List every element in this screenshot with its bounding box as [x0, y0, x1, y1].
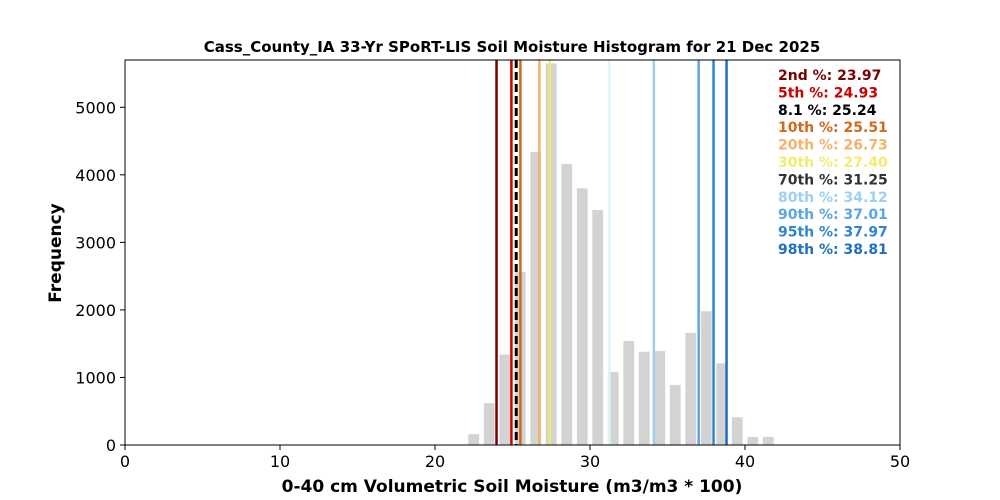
legend-entry: 98th %: 38.81 — [778, 242, 888, 258]
legend-entry: 90th %: 37.01 — [778, 207, 888, 223]
histogram-bar — [530, 151, 542, 445]
histogram-bar — [731, 417, 743, 445]
y-tick-label: 5000 — [75, 98, 116, 117]
x-tick-label: 40 — [735, 452, 755, 471]
histogram-bar — [762, 436, 774, 445]
histogram-bar — [576, 188, 588, 446]
histogram-bar — [607, 372, 619, 445]
histogram-bar — [545, 63, 557, 445]
histogram-bar — [747, 436, 759, 445]
y-axis-ticks: 0 1000 2000 3000 4000 5000 — [75, 98, 125, 455]
legend-entry: 30th %: 27.40 — [778, 155, 888, 171]
histogram-bar — [638, 351, 650, 445]
histogram-bar — [561, 164, 573, 445]
histogram-bar — [483, 403, 495, 445]
legend-entry: 80th %: 34.12 — [778, 190, 888, 206]
x-tick-label: 50 — [890, 452, 910, 471]
x-tick-label: 20 — [425, 452, 445, 471]
histogram-bar — [700, 311, 712, 445]
x-tick-label: 30 — [580, 452, 600, 471]
y-tick-label: 3000 — [75, 233, 116, 252]
legend-entry: 70th %: 31.25 — [778, 172, 888, 188]
histogram-bar — [623, 340, 635, 445]
x-tick-label: 10 — [270, 452, 290, 471]
x-tick-label: 0 — [120, 452, 130, 471]
percentile-lines-layer — [495, 60, 728, 445]
x-axis-label: 0-40 cm Volumetric Soil Moisture (m3/m3 … — [282, 477, 743, 497]
legend-entry: 8.1 %: 25.24 — [778, 103, 877, 119]
histogram-bar — [685, 332, 697, 445]
x-axis-ticks: 0 10 20 30 40 50 — [120, 445, 910, 471]
y-axis-label: Frequency — [46, 203, 66, 303]
y-tick-label: 0 — [106, 436, 116, 455]
histogram-bar — [468, 434, 480, 445]
legend-entry: 95th %: 37.97 — [778, 225, 888, 241]
y-tick-label: 1000 — [75, 368, 116, 387]
legend-entry: 10th %: 25.51 — [778, 120, 888, 136]
legend-entry: 5th %: 24.93 — [778, 85, 878, 101]
histogram-bar — [716, 363, 728, 445]
legend-entry: 20th %: 26.73 — [778, 138, 888, 154]
legend-entry: 2nd %: 23.97 — [778, 68, 881, 84]
histogram-bar — [654, 351, 666, 445]
y-tick-label: 2000 — [75, 301, 116, 320]
histogram-bar — [499, 354, 511, 445]
histogram-bar — [669, 384, 681, 445]
bars-layer — [468, 63, 774, 446]
histogram-bar — [592, 209, 604, 445]
plot-frame — [124, 59, 901, 446]
y-tick-label: 4000 — [75, 166, 116, 185]
chart-title: Cass_County_IA 33-Yr SPoRT-LIS Soil Mois… — [204, 38, 821, 56]
